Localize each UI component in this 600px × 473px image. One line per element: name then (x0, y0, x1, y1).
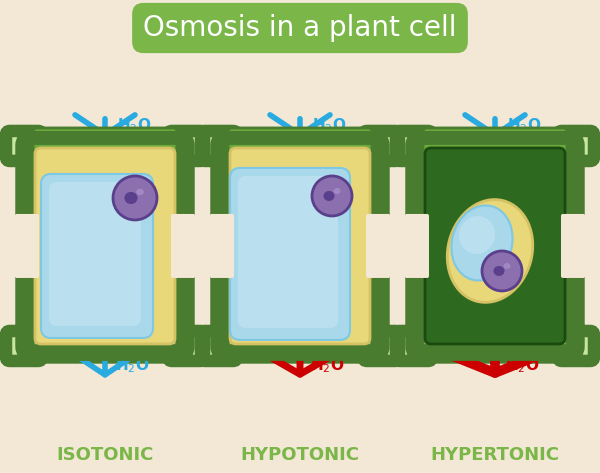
Text: H$_2$O: H$_2$O (507, 117, 541, 135)
FancyBboxPatch shape (41, 174, 153, 338)
Text: H$_2$O: H$_2$O (310, 357, 344, 375)
Text: HYPERTONIC: HYPERTONIC (431, 446, 560, 464)
Ellipse shape (493, 266, 505, 276)
Text: Osmosis in a plant cell: Osmosis in a plant cell (143, 14, 457, 42)
Text: ISOTONIC: ISOTONIC (56, 446, 154, 464)
FancyBboxPatch shape (201, 331, 237, 361)
FancyBboxPatch shape (220, 138, 380, 354)
FancyBboxPatch shape (238, 176, 338, 328)
Ellipse shape (447, 200, 533, 302)
Text: H$_2$O: H$_2$O (505, 357, 539, 375)
FancyBboxPatch shape (366, 214, 390, 278)
FancyBboxPatch shape (561, 214, 585, 278)
FancyBboxPatch shape (6, 131, 42, 161)
Text: H$_2$O: H$_2$O (312, 117, 346, 135)
Ellipse shape (503, 263, 511, 269)
FancyBboxPatch shape (366, 214, 390, 278)
FancyBboxPatch shape (405, 214, 429, 278)
FancyBboxPatch shape (25, 138, 185, 354)
FancyBboxPatch shape (423, 128, 567, 164)
Ellipse shape (459, 216, 495, 254)
FancyBboxPatch shape (210, 214, 234, 278)
Ellipse shape (312, 176, 352, 216)
FancyBboxPatch shape (15, 214, 39, 278)
FancyBboxPatch shape (425, 148, 565, 344)
FancyBboxPatch shape (210, 214, 234, 278)
FancyBboxPatch shape (558, 131, 594, 161)
FancyBboxPatch shape (363, 331, 399, 361)
Text: H$_2$O: H$_2$O (115, 357, 149, 375)
Text: H$_2$O: H$_2$O (117, 117, 151, 135)
FancyBboxPatch shape (396, 131, 432, 161)
FancyBboxPatch shape (171, 214, 195, 278)
FancyBboxPatch shape (415, 138, 575, 354)
FancyBboxPatch shape (33, 128, 177, 164)
FancyBboxPatch shape (561, 214, 585, 278)
FancyBboxPatch shape (405, 214, 429, 278)
FancyBboxPatch shape (201, 131, 237, 161)
Ellipse shape (113, 176, 157, 220)
FancyBboxPatch shape (230, 168, 350, 340)
FancyBboxPatch shape (558, 331, 594, 361)
Ellipse shape (124, 192, 137, 204)
FancyBboxPatch shape (6, 331, 42, 361)
Text: HYPOTONIC: HYPOTONIC (241, 446, 359, 464)
FancyBboxPatch shape (168, 131, 204, 161)
Ellipse shape (334, 188, 341, 194)
Ellipse shape (482, 251, 522, 291)
FancyBboxPatch shape (396, 331, 432, 361)
FancyBboxPatch shape (171, 214, 195, 278)
FancyBboxPatch shape (363, 131, 399, 161)
FancyBboxPatch shape (168, 331, 204, 361)
FancyBboxPatch shape (228, 128, 372, 164)
Ellipse shape (136, 189, 144, 195)
FancyBboxPatch shape (230, 148, 370, 344)
FancyBboxPatch shape (15, 214, 39, 278)
FancyBboxPatch shape (49, 182, 141, 326)
Ellipse shape (323, 191, 335, 201)
Ellipse shape (451, 205, 512, 280)
FancyBboxPatch shape (35, 148, 175, 344)
